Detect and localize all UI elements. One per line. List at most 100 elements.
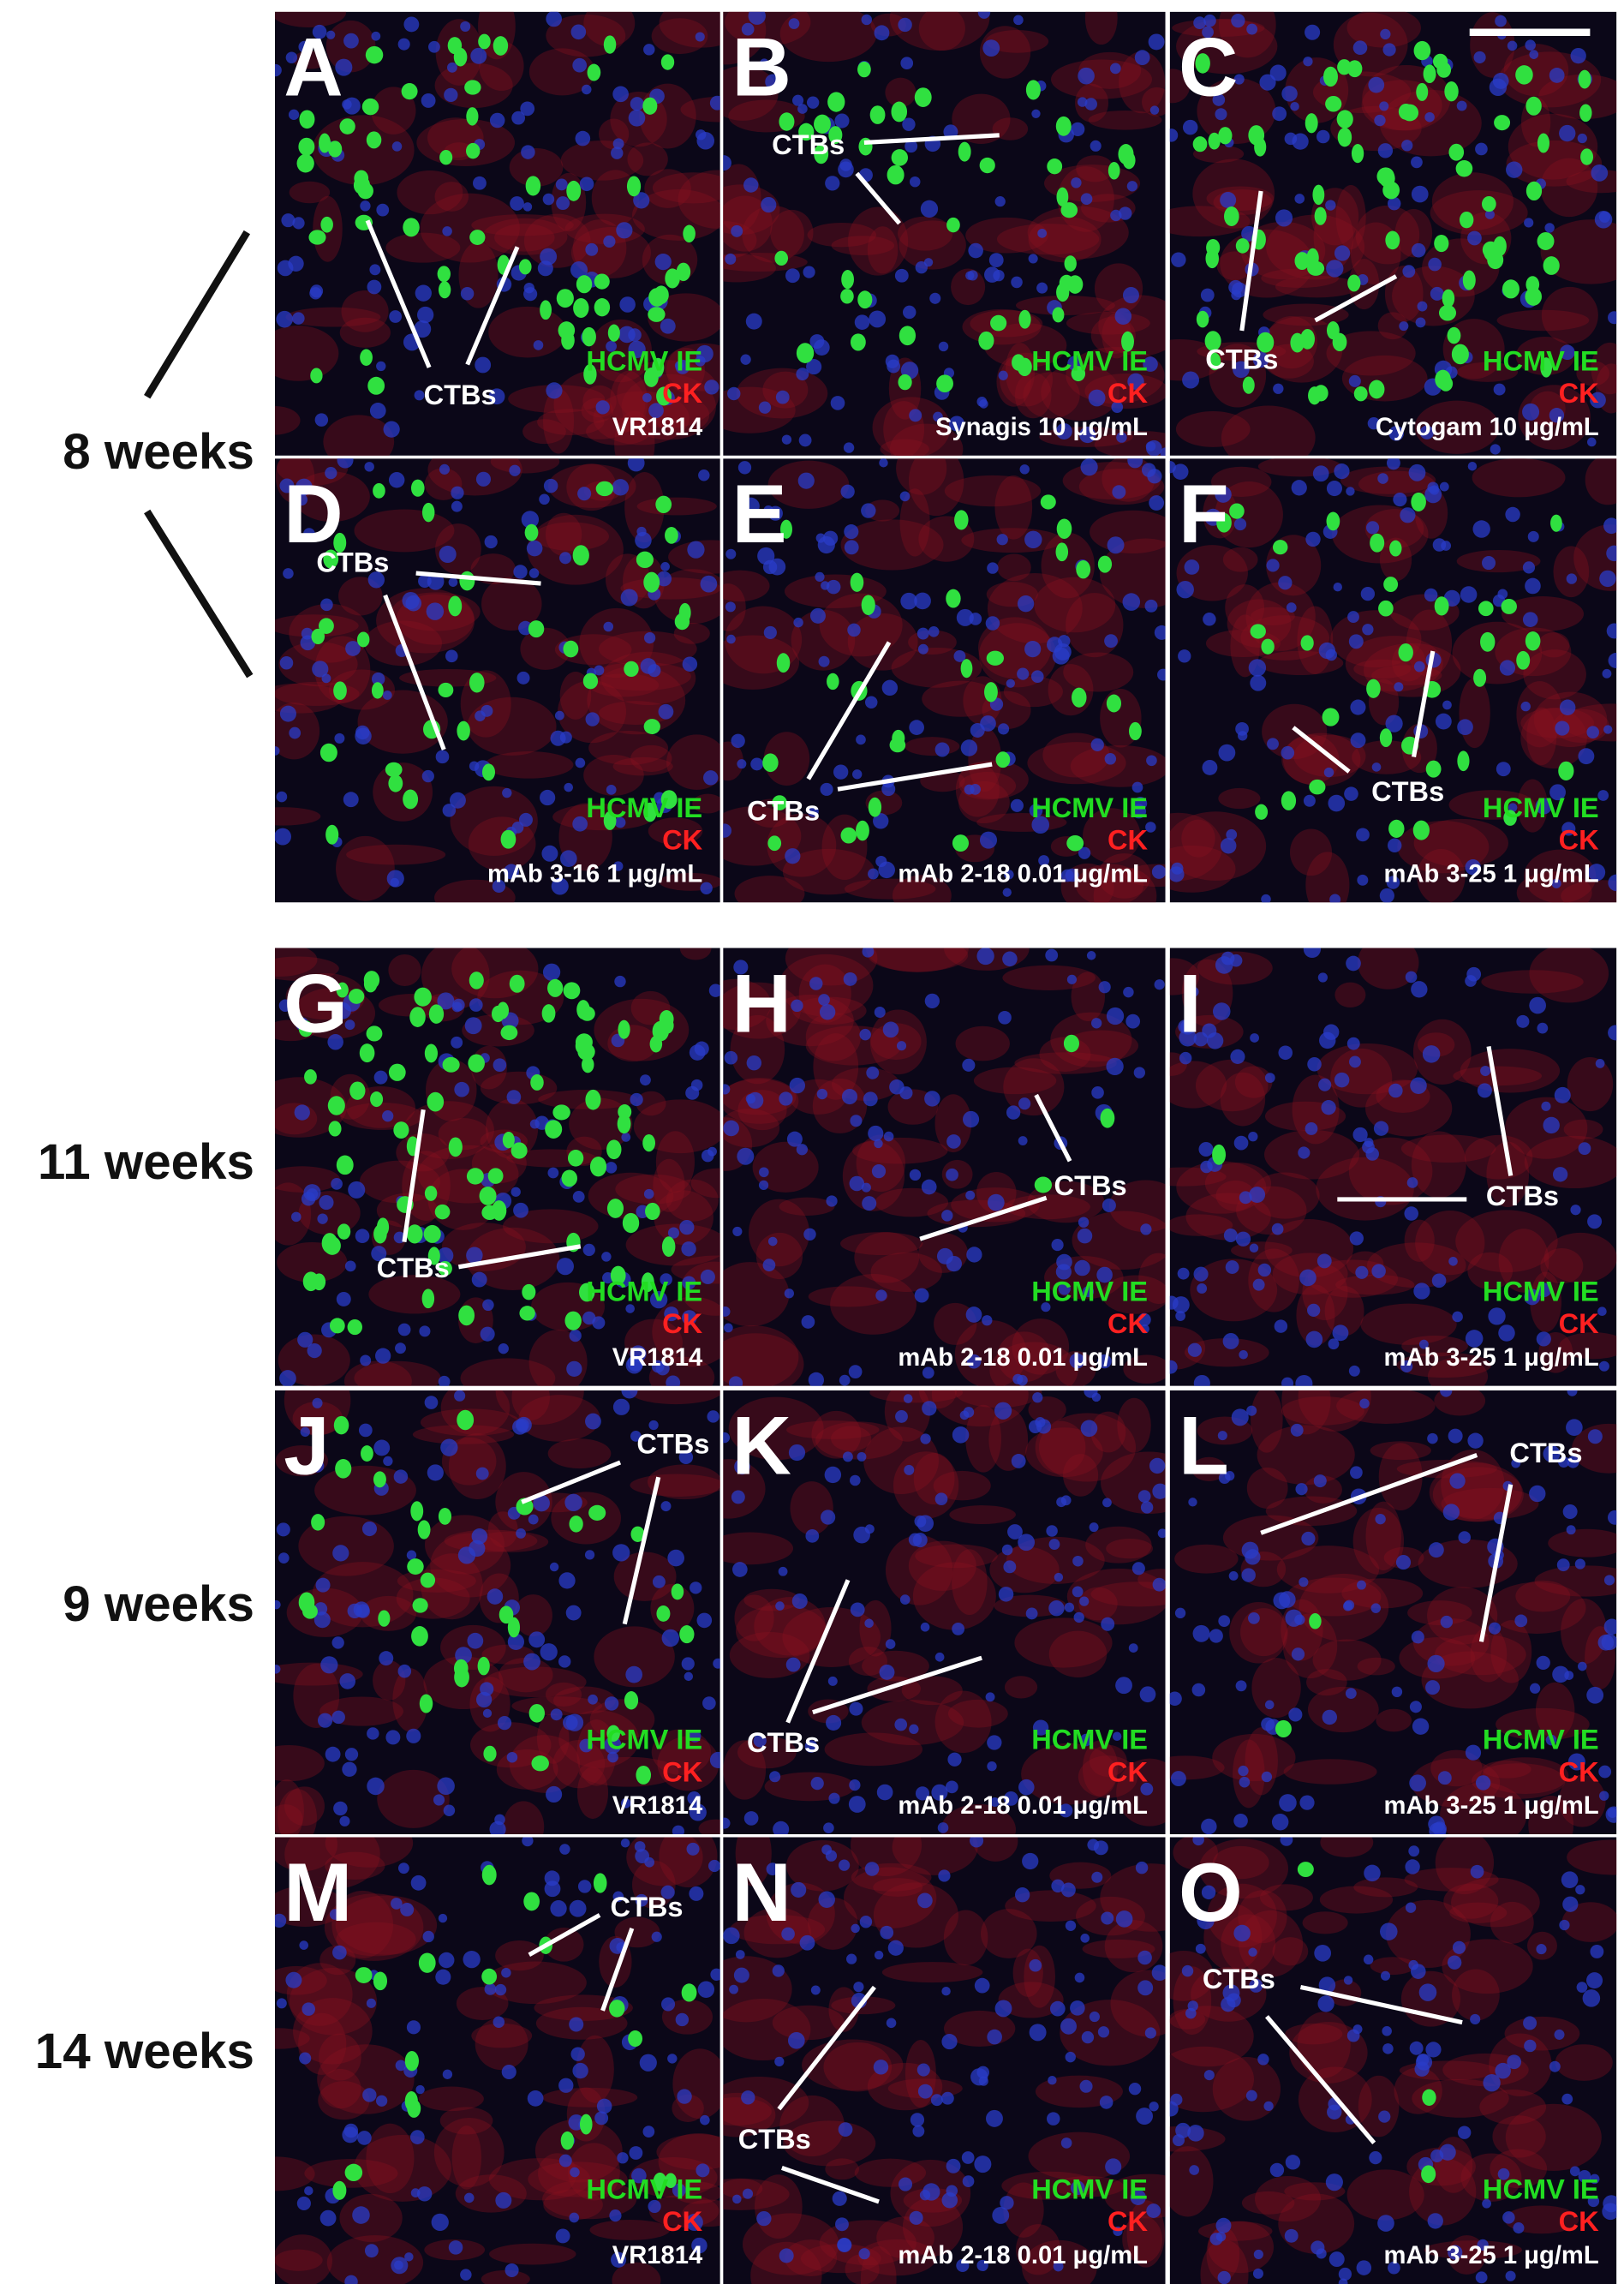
nucleus-blue [805, 1529, 820, 1543]
nucleus-blue [1078, 846, 1091, 859]
nucleus-blue [542, 963, 561, 981]
nucleus-blue [1477, 2239, 1489, 2251]
nucleus-blue [1290, 1423, 1304, 1437]
nucleus-blue [1250, 1033, 1259, 1043]
tissue-red [1024, 1945, 1055, 2008]
tissue-red [1540, 158, 1598, 218]
tissue-red [762, 371, 809, 409]
nucleus-blue [1359, 1398, 1370, 1409]
nucleus-blue [1591, 164, 1609, 182]
nucleus-blue [1048, 1539, 1060, 1550]
nucleus-blue [522, 1837, 534, 1847]
nucleus-blue [482, 1299, 494, 1312]
tissue-red [274, 2234, 333, 2284]
tissue-red [1028, 2132, 1131, 2180]
panel-background [1169, 948, 1617, 1386]
nucleus-blue [627, 1354, 644, 1372]
nucleus-blue [274, 1913, 287, 1928]
tissue-red [976, 1172, 1017, 1214]
micrograph [274, 948, 720, 1386]
nucleus-blue [320, 1656, 338, 1674]
nucleus-green [1312, 184, 1325, 206]
tissue-red [1117, 1397, 1151, 1453]
nucleus-blue [419, 1325, 431, 1337]
nucleus-blue [1312, 465, 1329, 482]
nucleus-green [1059, 274, 1074, 292]
nucleus-blue [379, 1651, 394, 1666]
tissue-red [1520, 708, 1587, 769]
nucleus-blue [840, 484, 855, 499]
pointer-line [855, 171, 902, 225]
nucleus-blue [1411, 1630, 1424, 1644]
nucleus-blue [821, 1510, 836, 1525]
tissue-red [1537, 632, 1570, 658]
nucleus-green [960, 659, 973, 679]
nucleus-blue [1525, 577, 1541, 595]
nucleus-blue [696, 2163, 710, 2178]
nucleus-blue [648, 2199, 661, 2214]
pointer-line [383, 594, 446, 750]
tissue-red [847, 613, 918, 671]
tissue-red [534, 2119, 623, 2183]
nucleus-blue [1193, 1374, 1210, 1386]
nucleus-green [643, 802, 657, 822]
nucleus-green [319, 743, 337, 762]
nucleus-green [1281, 791, 1297, 810]
nucleus-blue [1130, 2189, 1146, 2206]
nucleus-green [556, 289, 574, 308]
nucleus-blue [1149, 105, 1160, 115]
nucleus-blue [1549, 408, 1565, 423]
nucleus-blue [467, 1632, 484, 1649]
nucleus-blue [572, 1190, 585, 1203]
nucleus-blue [732, 1226, 743, 1236]
tissue-red [1229, 1601, 1288, 1664]
nucleus-blue [355, 1229, 370, 1244]
nucleus-blue [866, 1066, 880, 1079]
nucleus-blue [920, 1433, 931, 1444]
nucleus-green [298, 1020, 313, 1037]
nucleus-green [610, 1265, 626, 1285]
nucleus-green [296, 153, 314, 173]
nucleus-blue [1350, 732, 1366, 749]
nucleus-blue [1508, 803, 1518, 812]
nucleus-blue [475, 356, 492, 374]
nucleus-blue [1086, 951, 1096, 960]
nucleus-green [566, 180, 582, 201]
tissue-red [968, 727, 1002, 792]
nucleus-blue [916, 627, 929, 640]
tissue-red [1028, 1396, 1066, 1424]
nucleus-blue [1070, 2180, 1085, 2196]
nucleus-blue [433, 1794, 445, 1806]
nucleus-blue [988, 253, 1004, 268]
nucleus-blue [1577, 133, 1587, 144]
nucleus-blue [1511, 1458, 1521, 1468]
nucleus-green [576, 275, 593, 294]
ctbs-label: CTBs [1205, 344, 1278, 375]
nucleus-blue [296, 2196, 311, 2210]
nucleus-blue [905, 140, 918, 153]
nucleus-green [857, 61, 871, 78]
nucleus-blue [1520, 701, 1531, 712]
nucleus-blue [859, 1028, 871, 1041]
tissue-red [992, 117, 1029, 141]
nucleus-blue [1329, 894, 1341, 903]
nucleus-blue [1192, 1837, 1204, 1846]
nucleus-green [403, 789, 419, 810]
nucleus-blue [640, 1074, 651, 1086]
nucleus-blue [575, 130, 591, 146]
nucleus-green [481, 763, 496, 781]
nucleus-blue [1578, 2169, 1591, 2183]
tissue-red [825, 2158, 860, 2180]
nucleus-blue [454, 1390, 466, 1402]
nucleus-blue [1326, 260, 1344, 278]
nucleus-blue [1181, 1964, 1194, 1977]
tissue-red [666, 734, 720, 790]
nucleus-blue [745, 1094, 755, 1104]
nucleus-blue [547, 1167, 559, 1179]
nucleus-blue [1345, 1688, 1357, 1700]
nucleus-blue [1018, 1136, 1028, 1145]
nucleus-blue [1193, 1266, 1209, 1282]
nucleus-blue [1200, 288, 1215, 302]
ctbs-label: CTBs [747, 794, 820, 826]
nucleus-blue [364, 2244, 379, 2258]
